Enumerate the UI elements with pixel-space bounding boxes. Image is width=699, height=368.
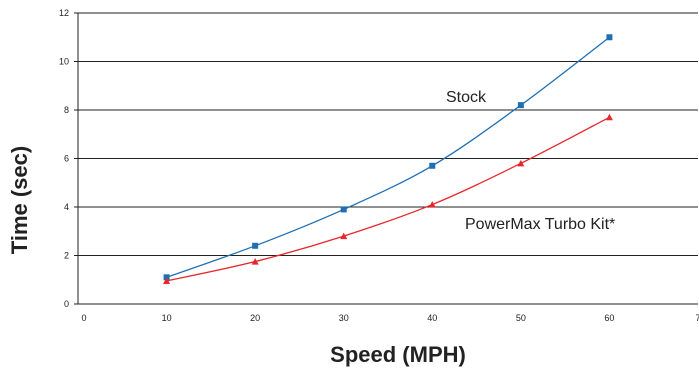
y-tick-label: 4: [64, 202, 69, 212]
data-point: [340, 232, 348, 240]
y-tick-label: 8: [64, 105, 69, 115]
data-point: [340, 206, 347, 213]
y-tick-labels: 0 2 4 6 8 10 12: [59, 8, 69, 309]
x-tick-label: 7: [695, 313, 699, 323]
x-tick-label: 10: [162, 313, 172, 323]
x-tick-label: 30: [339, 313, 349, 323]
data-point: [251, 258, 259, 265]
data-point: [517, 159, 525, 167]
series-line-1: [166, 116, 610, 282]
x-tick-labels: 0 10 20 30 40 50 60 7: [81, 313, 699, 323]
x-tick-label: 40: [427, 313, 437, 323]
data-point: [163, 274, 170, 281]
x-tick-label: 50: [516, 313, 526, 323]
data-point: [163, 277, 171, 284]
data-point: [605, 113, 613, 121]
x-tick-label: 20: [250, 313, 260, 323]
data-point: [606, 34, 613, 41]
y-tick-label: 6: [64, 154, 69, 164]
x-tick-label: 60: [604, 313, 614, 323]
series-label-powermax: PowerMax Turbo Kit*: [465, 216, 615, 233]
y-axis-title: Time (sec): [7, 146, 32, 254]
y-tick-label: 12: [59, 8, 69, 18]
data-point: [428, 201, 436, 208]
y-tick-label: 2: [64, 251, 69, 261]
data-point: [252, 242, 259, 249]
y-tick-label: 10: [59, 57, 69, 67]
y-tick-label: 0: [64, 299, 69, 309]
data-point: [517, 102, 524, 109]
series-group: [163, 34, 613, 284]
series-label-stock: Stock: [446, 89, 487, 106]
x-axis-title: Speed (MPH): [330, 342, 466, 367]
x-tick-label: 0: [81, 313, 86, 323]
series-labels: Stock PowerMax Turbo Kit*: [446, 89, 615, 233]
series-line-0: [166, 36, 610, 278]
grid-lines: [74, 12, 698, 305]
data-point: [429, 162, 436, 169]
